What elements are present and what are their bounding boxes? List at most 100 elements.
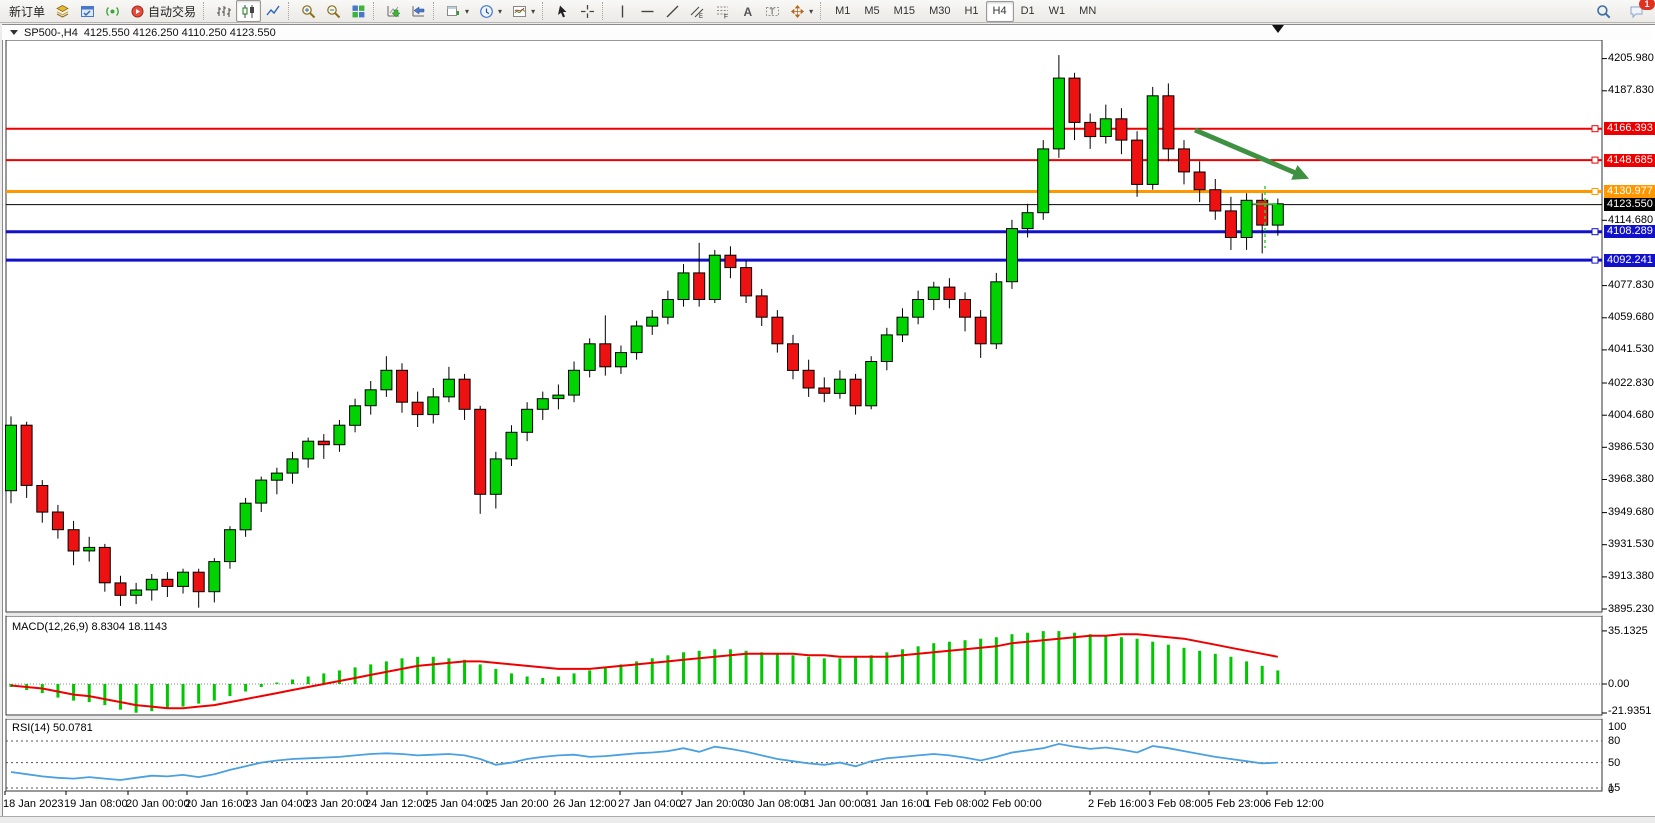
new-chart-button[interactable]: ▾ xyxy=(441,0,474,22)
crosshair-button[interactable] xyxy=(575,0,600,22)
time-axis-label: 18 Jan 2023 xyxy=(3,798,64,810)
timeframe-d1-button[interactable]: D1 xyxy=(1020,4,1035,17)
price-axis-label: 3913.380 xyxy=(1608,570,1654,583)
macd-scale-label: 35.1325 xyxy=(1608,624,1648,637)
bar-chart-button[interactable] xyxy=(211,0,236,22)
label-icon: T xyxy=(765,4,780,19)
chevron-down-icon[interactable]: ▾ xyxy=(465,6,470,16)
price-level-label: 4108.289 xyxy=(1604,225,1655,239)
candle xyxy=(959,299,971,318)
line-anchor-handle[interactable] xyxy=(1591,156,1599,164)
line-anchor-handle[interactable] xyxy=(1591,228,1599,236)
zoom-out-button[interactable] xyxy=(321,0,346,22)
window-bottom-edge xyxy=(0,816,1655,823)
price-level-label: 4148.685 xyxy=(1604,153,1655,167)
label-button[interactable]: T xyxy=(760,0,785,22)
timeframe-h1-button[interactable]: H1 xyxy=(964,4,979,17)
toolbar-separator xyxy=(203,2,209,20)
time-axis-label: 24 Jan 12:00 xyxy=(365,798,429,810)
line-anchor-handle[interactable] xyxy=(1591,125,1599,133)
period-button[interactable]: ▾ xyxy=(474,0,507,22)
chevron-down-icon[interactable]: ▾ xyxy=(498,6,503,16)
tile-windows-button[interactable] xyxy=(346,0,371,22)
candle-chart-icon xyxy=(241,4,256,19)
vertical-line-icon xyxy=(615,4,630,19)
candle xyxy=(177,571,189,587)
auto-scroll-button[interactable] xyxy=(381,0,406,22)
trendline-button[interactable] xyxy=(660,0,685,22)
timeframe-m5-button[interactable]: M5 xyxy=(864,4,880,17)
timeframe-m30-button[interactable]: M30 xyxy=(929,4,951,17)
line-anchor-handle[interactable] xyxy=(1591,188,1599,195)
signals-button[interactable] xyxy=(100,0,125,22)
notifications-button[interactable]: 1 xyxy=(1624,0,1655,23)
fibonacci-button[interactable]: F xyxy=(710,0,735,22)
arrow-annotation[interactable] xyxy=(1194,127,1299,177)
timeframe-w1-button[interactable]: W1 xyxy=(1048,4,1066,17)
candle xyxy=(1131,139,1144,185)
candle xyxy=(1099,118,1112,138)
candle xyxy=(255,479,268,504)
candle-chart-button[interactable] xyxy=(236,0,262,22)
auto-scroll-icon xyxy=(386,4,401,19)
candle xyxy=(427,396,440,416)
time-axis-label: 31 Jan 00:00 xyxy=(803,798,867,810)
chart-shift-button[interactable] xyxy=(406,0,431,22)
chevron-down-icon[interactable]: ▾ xyxy=(531,6,536,16)
arrow-annotation-head[interactable] xyxy=(1291,165,1310,180)
candle xyxy=(239,502,252,531)
rsi-indicator-label: RSI(14) 50.0781 xyxy=(10,722,95,734)
time-axis-label: 25 Jan 04:00 xyxy=(425,798,489,810)
price-axis-label: 4077.830 xyxy=(1608,279,1654,292)
main-chart-panel xyxy=(5,39,1603,613)
toolbar-group-2 xyxy=(296,0,371,22)
time-axis-label: 6 Feb 12:00 xyxy=(1265,798,1324,810)
candle xyxy=(1162,95,1175,150)
time-axis-label: 20 Jan 16:00 xyxy=(185,798,249,810)
auto-trading-button[interactable]: 自动交易 xyxy=(125,0,201,22)
timeframe-m1-button[interactable]: M1 xyxy=(835,4,851,17)
template-button[interactable]: ▾ xyxy=(507,0,540,22)
candle xyxy=(317,440,330,446)
svg-text:F: F xyxy=(724,13,728,19)
text-button[interactable]: A xyxy=(735,0,760,22)
time-axis-label: 3 Feb 08:00 xyxy=(1148,798,1207,810)
price-level-label: 4092.241 xyxy=(1604,253,1655,267)
chevron-down-icon[interactable]: ▾ xyxy=(809,6,814,16)
line-anchor-handle[interactable] xyxy=(1591,256,1599,264)
time-axis-label: 19 Jan 08:00 xyxy=(64,798,128,810)
candle xyxy=(771,316,784,345)
shapes-button[interactable]: ▾ xyxy=(785,0,818,22)
timeframe-mn-button[interactable]: MN xyxy=(1079,4,1097,17)
collapse-chart-icon[interactable] xyxy=(10,30,18,35)
panel-splitter[interactable] xyxy=(6,613,1602,616)
main-toolbar: 新订单 自动交易 ▾ ▾ ▾ E F A T ▾ M1 M5 M15 M30 H1 H4 D1 W1 MN 1 xyxy=(0,0,1655,23)
candle xyxy=(912,299,925,318)
profiles-button[interactable] xyxy=(50,0,75,22)
new-order-button[interactable]: 新订单 xyxy=(4,0,50,22)
search-button[interactable] xyxy=(1591,1,1616,23)
line-chart-button[interactable] xyxy=(261,0,286,22)
tile-windows-icon xyxy=(351,4,366,19)
vertical-line-button[interactable] xyxy=(610,0,635,22)
price-axis-label: 3931.530 xyxy=(1608,538,1654,551)
panel-splitter[interactable] xyxy=(6,716,1602,719)
candle xyxy=(442,378,455,398)
rsi-line xyxy=(10,742,1278,781)
svg-text:E: E xyxy=(699,14,703,19)
zoom-in-button[interactable] xyxy=(296,0,321,22)
timeframe-h4-button[interactable]: H4 xyxy=(985,0,1014,22)
chart-title-bar[interactable]: SP500-,H4 4125.550 4126.250 4110.250 412… xyxy=(2,25,1652,40)
candle xyxy=(583,343,596,371)
timeframe-m15-button[interactable]: M15 xyxy=(893,4,916,17)
candle xyxy=(1178,148,1190,173)
candle xyxy=(1224,210,1237,238)
channel-button[interactable]: E xyxy=(685,0,710,22)
horizontal-line-button[interactable] xyxy=(635,0,660,22)
terminal-button[interactable] xyxy=(75,0,100,22)
candle xyxy=(1006,228,1018,283)
scroll-to-end-marker[interactable] xyxy=(1272,25,1284,33)
svg-text:T: T xyxy=(770,6,775,16)
cursor-button[interactable] xyxy=(550,0,575,22)
